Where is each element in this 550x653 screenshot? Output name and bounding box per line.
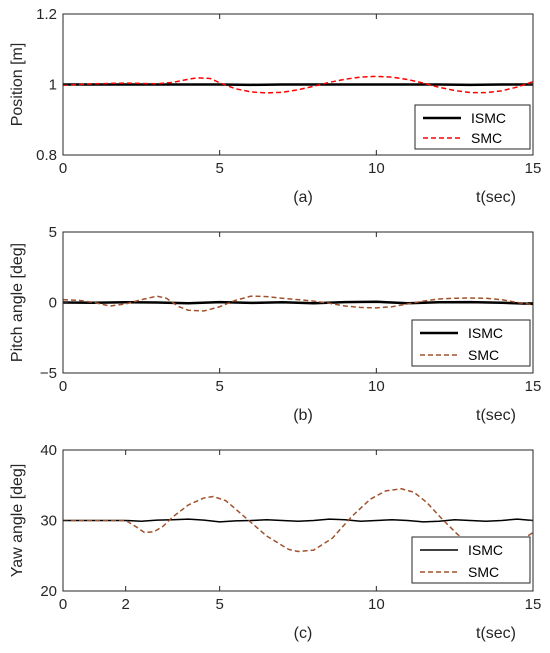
series-line-ismc bbox=[63, 518, 533, 523]
chart-panel-c: 0 2 5 10 15 20 30 40 Yaw angle [deg] (c) t(sec) ISM… bbox=[9, 442, 541, 642]
y-tick-label: 1 bbox=[49, 77, 57, 94]
x-tick-label: 10 bbox=[368, 378, 385, 395]
series-line-ismc bbox=[63, 300, 533, 306]
x-tick-label: 0 bbox=[59, 596, 67, 613]
x-axis-label: t(sec) bbox=[476, 625, 516, 642]
y-tick-label: 40 bbox=[40, 442, 57, 459]
series-line-smc bbox=[63, 75, 533, 94]
y-tick-label: −5 bbox=[40, 365, 57, 382]
y-tick-label: 20 bbox=[40, 583, 57, 600]
legend-label-smc: SMC bbox=[468, 564, 499, 580]
x-tick-label: 15 bbox=[525, 378, 542, 395]
x-tick-label: 15 bbox=[525, 596, 542, 613]
x-tick-label: 0 bbox=[59, 378, 67, 395]
chart-panel-a: 0 5 10 15 0.8 1 1.2 Position [m] (a) t(sec) ISMC SM… bbox=[9, 6, 541, 206]
legend: ISMC SMC bbox=[411, 319, 531, 367]
legend-box bbox=[411, 319, 531, 367]
legend: ISMC SMC bbox=[414, 104, 531, 150]
y-tick-label: 30 bbox=[40, 513, 57, 530]
series-line-smc bbox=[63, 295, 533, 312]
x-tick-label: 5 bbox=[215, 160, 223, 177]
legend-box bbox=[414, 104, 531, 150]
x-tick-label: 10 bbox=[368, 596, 385, 613]
y-axis-label: Yaw angle [deg] bbox=[9, 464, 26, 578]
x-tick-label: 2 bbox=[121, 596, 129, 613]
x-axis-label: t(sec) bbox=[476, 189, 516, 206]
legend-label-ismc: ISMC bbox=[468, 325, 503, 341]
x-tick-label: 10 bbox=[368, 160, 385, 177]
x-tick-label: 0 bbox=[59, 160, 67, 177]
panel-label: (a) bbox=[293, 189, 313, 206]
legend-label-ismc: ISMC bbox=[468, 542, 503, 558]
x-tick-label: 15 bbox=[525, 160, 542, 177]
panel-label: (b) bbox=[293, 407, 313, 424]
x-tick-label: 5 bbox=[215, 596, 223, 613]
legend-box bbox=[411, 536, 531, 584]
legend-label-smc: SMC bbox=[468, 347, 499, 363]
y-axis-label: Pitch angle [deg] bbox=[9, 243, 26, 362]
x-tick-label: 5 bbox=[215, 378, 223, 395]
y-tick-label: 0 bbox=[49, 295, 57, 312]
legend-label-smc: SMC bbox=[471, 130, 502, 146]
y-tick-label: 1.2 bbox=[36, 6, 57, 23]
y-tick-label: 0.8 bbox=[36, 147, 57, 164]
y-axis-label: Position [m] bbox=[9, 43, 26, 127]
legend: ISMC SMC bbox=[411, 536, 531, 584]
series-line-smc bbox=[63, 488, 533, 553]
y-tick-label: 5 bbox=[49, 224, 57, 241]
x-axis-label: t(sec) bbox=[476, 407, 516, 424]
panel-label: (c) bbox=[294, 625, 313, 642]
legend-label-ismc: ISMC bbox=[471, 110, 506, 126]
